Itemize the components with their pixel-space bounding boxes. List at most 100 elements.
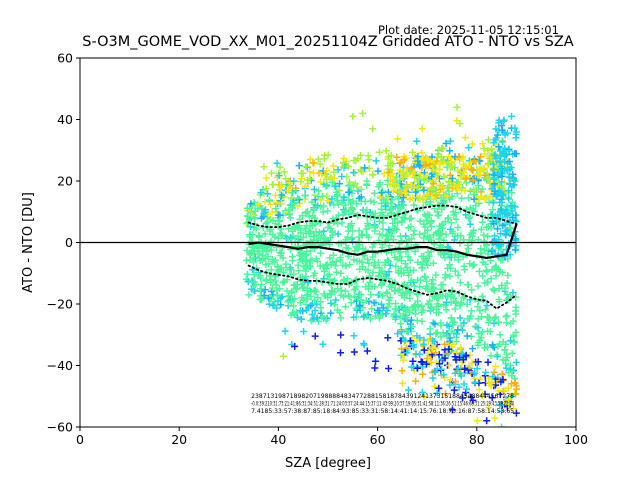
scatter-point xyxy=(494,131,501,139)
scatter-point xyxy=(382,310,390,318)
scatter-point xyxy=(505,187,513,195)
scatter-point xyxy=(398,328,406,336)
scatter-point xyxy=(478,313,485,321)
scatter-point xyxy=(413,137,421,145)
scatter-point xyxy=(391,224,399,232)
scatter-point xyxy=(470,261,478,269)
scatter-point xyxy=(416,162,424,170)
scatter-point xyxy=(378,189,386,197)
scatter-point xyxy=(409,170,417,178)
scatter-point xyxy=(451,305,459,313)
scatter-point xyxy=(329,162,337,170)
scatter-point xyxy=(448,406,456,414)
scatter-point xyxy=(435,384,443,392)
scatter-point xyxy=(310,315,318,323)
scatter-point xyxy=(261,286,269,294)
scatter-point xyxy=(446,261,454,269)
scatter-point xyxy=(441,354,449,362)
scatter-point xyxy=(465,194,473,202)
scatter-point xyxy=(287,270,295,278)
scatter-point xyxy=(251,287,259,295)
scatter-point xyxy=(290,281,298,289)
scatter-point xyxy=(334,306,341,314)
scatter-point xyxy=(278,293,286,301)
scatter-point xyxy=(469,166,476,174)
scatter-point xyxy=(460,380,468,388)
scatter-point xyxy=(466,260,474,268)
scatter-point xyxy=(276,229,284,237)
scatter-point xyxy=(273,199,281,207)
scatter-point xyxy=(425,236,433,243)
scatter-point xyxy=(375,183,383,191)
scatter-point xyxy=(256,285,264,293)
scatter-point xyxy=(431,320,439,328)
scatter-point xyxy=(457,344,465,352)
scatter-point xyxy=(472,202,480,209)
scatter-point xyxy=(332,182,340,190)
scatter-point xyxy=(280,268,288,276)
scatter-point xyxy=(465,144,473,152)
scatter-point xyxy=(408,322,416,330)
scatter-point xyxy=(399,168,407,176)
scatter-point xyxy=(405,271,413,279)
scatter-point xyxy=(428,184,436,192)
scatter-point xyxy=(406,308,414,316)
scatter-point xyxy=(468,286,476,294)
scatter-point xyxy=(246,223,254,231)
scatter-point xyxy=(274,234,282,242)
scatter-point xyxy=(384,235,392,243)
scatter-point xyxy=(479,218,487,226)
scatter-point xyxy=(274,297,282,305)
scatter-point xyxy=(440,198,448,206)
scatter-point xyxy=(369,210,377,218)
scatter-point xyxy=(350,348,358,356)
scatter-point xyxy=(271,258,279,266)
scatter-point xyxy=(289,257,296,265)
scatter-point xyxy=(396,312,404,320)
scatter-point xyxy=(423,155,431,163)
scatter-point xyxy=(441,390,449,398)
scatter-point xyxy=(462,163,470,171)
scatter-point xyxy=(310,185,318,193)
scatter-point xyxy=(306,175,314,183)
series-line-upper-percentile xyxy=(247,204,518,228)
scatter-point xyxy=(453,330,461,338)
scatter-point xyxy=(455,256,462,264)
scatter-point xyxy=(350,157,358,164)
scatter-point xyxy=(493,238,500,246)
scatter-point xyxy=(429,319,437,327)
scatter-point xyxy=(330,251,337,259)
scatter-point xyxy=(502,319,510,327)
scatter-point xyxy=(502,364,510,372)
scatter-point xyxy=(296,215,304,223)
scatter-point xyxy=(414,207,422,214)
scatter-point xyxy=(297,229,305,237)
scatter-point xyxy=(447,219,455,227)
scatter-point xyxy=(429,344,436,352)
scatter-point xyxy=(329,231,337,239)
scatter-point xyxy=(463,300,471,308)
scatter-point xyxy=(323,192,331,200)
scatter-point xyxy=(384,194,392,202)
scatter-point xyxy=(338,219,346,227)
scatter-point xyxy=(431,338,439,345)
scatter-point xyxy=(487,275,495,283)
scatter-point xyxy=(298,255,306,263)
scatter-point xyxy=(490,287,498,295)
scatter-point xyxy=(249,244,257,252)
scatter-point xyxy=(432,271,440,279)
scatter-point xyxy=(474,358,482,366)
scatter-point xyxy=(242,257,250,264)
scatter-point xyxy=(310,206,318,214)
scatter-point xyxy=(497,152,505,160)
scatter-point xyxy=(465,215,473,222)
scatter-point xyxy=(320,202,328,210)
scatter-point xyxy=(439,329,447,337)
scatter-point xyxy=(337,254,345,262)
scatter-point xyxy=(419,370,427,378)
scatter-point xyxy=(495,298,503,306)
scatter-point xyxy=(406,194,413,202)
scatter-point xyxy=(454,326,462,334)
scatter-point xyxy=(454,167,462,175)
scatter-point xyxy=(434,302,442,310)
